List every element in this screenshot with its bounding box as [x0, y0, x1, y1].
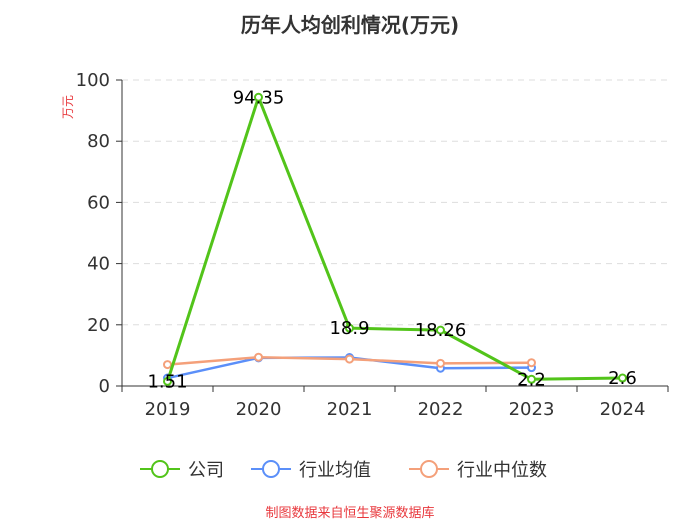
legend-label: 行业中位数 [457, 460, 547, 481]
y-axis-label: 万元 [61, 95, 75, 119]
data-point-行业中位数 [436, 358, 445, 368]
data-point-公司 [436, 325, 445, 335]
series-line-公司 [166, 95, 623, 382]
legend: 公司 行业均值 行业中位数 [140, 460, 547, 481]
grid-lines [116, 79, 668, 387]
y-tick-label: 0 [99, 376, 110, 397]
data-label: 1.51 [147, 371, 187, 392]
data-label: 94.35 [233, 87, 285, 108]
legend-label: 行业均值 [299, 460, 371, 481]
x-tick-labels: 2019 2020 2021 2022 2023 2024 [145, 399, 646, 420]
legend-marker [151, 460, 169, 478]
data-label: 18.9 [329, 318, 369, 339]
y-tick-label: 60 [87, 192, 110, 213]
legend-label: 公司 [188, 460, 224, 481]
data-point-公司 [618, 373, 627, 383]
x-tick-label: 2020 [236, 399, 282, 420]
x-tick-label: 2019 [145, 399, 191, 420]
x-tick-label: 2021 [327, 399, 373, 420]
y-tick-label: 100 [76, 70, 110, 91]
data-labels: 1.51 94.35 18.9 18.26 2.2 2.6 [147, 87, 636, 392]
data-point-公司 [254, 92, 263, 102]
data-label: 18.26 [415, 320, 467, 341]
data-point-行业中位数 [163, 360, 172, 370]
legend-marker [262, 460, 280, 478]
series-group [163, 92, 627, 386]
y-tick-label: 20 [87, 315, 110, 336]
data-point-行业中位数 [345, 354, 354, 364]
x-tick-label: 2022 [418, 399, 464, 420]
y-tick-label: 80 [87, 131, 110, 152]
data-label: 2.6 [608, 368, 637, 389]
legend-marker [420, 460, 438, 478]
source-note: 制图数据来自恒生聚源数据库 [265, 505, 434, 521]
x-tick-label: 2024 [600, 399, 646, 420]
data-label: 2.2 [517, 369, 546, 390]
axes [121, 80, 669, 392]
x-tick-label: 2023 [509, 399, 555, 420]
chart-title: 历年人均创利情况(万元) [241, 13, 459, 37]
data-point-行业中位数 [254, 352, 263, 362]
y-tick-labels: 0 20 40 60 80 100 [76, 70, 110, 397]
data-point-行业中位数 [527, 358, 536, 368]
data-point-公司 [345, 323, 354, 333]
y-tick-label: 40 [87, 254, 110, 275]
data-point-公司 [163, 376, 172, 386]
data-point-公司 [527, 374, 536, 384]
